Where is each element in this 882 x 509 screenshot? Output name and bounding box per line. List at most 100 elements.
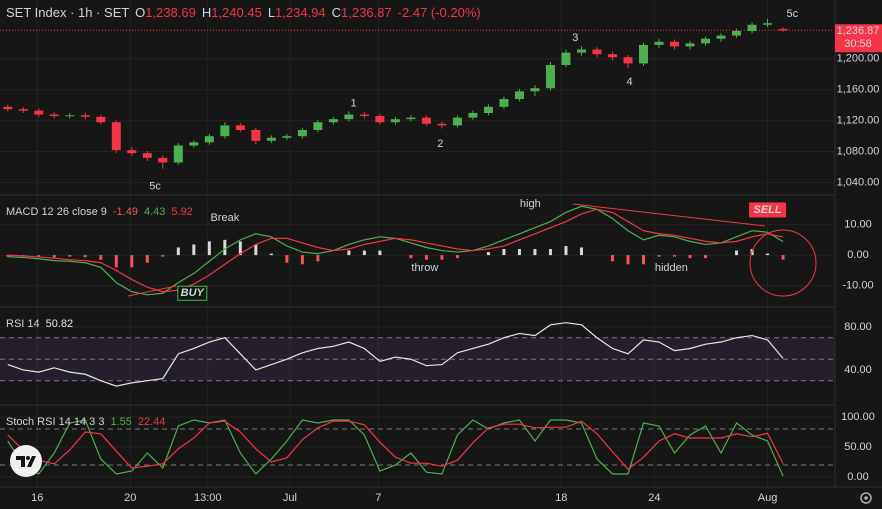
ohlc-value: 1,240.45 (211, 5, 262, 20)
candle-body (220, 125, 230, 137)
macd-histogram-bar (223, 239, 227, 256)
candle-body (359, 114, 369, 117)
indicator-value: -1.49 (113, 206, 138, 218)
candle-body (747, 24, 757, 31)
candle-body (204, 136, 214, 143)
x-tick-label: Aug (758, 492, 778, 504)
candle-body (80, 115, 90, 117)
candle-body (732, 30, 742, 36)
macd-histogram-bar (316, 255, 320, 262)
ohlc-key: H (202, 5, 211, 20)
pane-legend: SET Index · 1h · SET O1,238.69 H1,240.45 L1… (6, 5, 481, 20)
macd-histogram-bar (300, 255, 304, 265)
macd-histogram-bar (781, 255, 785, 260)
plots: 5c 1 2 3 4 5c Break high throw hidden BUY SELL (3, 8, 799, 477)
macd-histogram-bar (285, 255, 289, 263)
candle-body (127, 150, 137, 154)
signal-box (749, 202, 787, 218)
change: -2.47 (-0.20%) (398, 5, 481, 20)
candle-body (561, 52, 571, 65)
candle-body (18, 109, 28, 111)
macd-histogram-bar (269, 253, 273, 256)
candle-body (499, 99, 509, 107)
macd-histogram-bar (579, 247, 583, 256)
indicator-title: RSI 14 (6, 318, 40, 330)
candle-body (313, 122, 323, 130)
tv-logo[interactable] (10, 445, 42, 477)
last-price-tag (835, 24, 882, 53)
ohlc-key: L (268, 5, 275, 20)
macd-histogram-bar (409, 255, 413, 259)
x-tick-label: 13:00 (194, 492, 222, 504)
indicator-title: MACD 12 26 close 9 (6, 206, 107, 218)
macd-histogram-bar (37, 255, 41, 257)
x-tick-label: 20 (124, 492, 136, 504)
ohlc-key: O (135, 5, 145, 20)
signal-box (177, 285, 208, 301)
macd-histogram-bar (548, 249, 552, 256)
candle-body (716, 35, 726, 39)
wave-label: 5c (149, 180, 161, 192)
candle-body (390, 119, 400, 123)
candle-body (576, 49, 586, 53)
candle-body (65, 115, 75, 117)
candle-body (251, 130, 261, 141)
wave-label: 3 (572, 32, 578, 44)
indicator-line (7, 419, 784, 477)
legend: SET Index · 1h · SET O1,238.69 H1,240.45 L1… (6, 5, 481, 427)
candle-body (778, 28, 788, 31)
indicator-line (7, 322, 784, 387)
candle-body (592, 49, 602, 55)
macd-histogram-bar (440, 255, 444, 260)
macd-histogram-bar (378, 250, 382, 256)
macd-histogram-bar (114, 255, 118, 268)
macd-histogram-bar (688, 255, 692, 259)
macd-histogram-bar (673, 255, 677, 257)
candle-body (344, 114, 354, 120)
macd-histogram-bar (735, 250, 739, 256)
wave-label: 4 (626, 76, 632, 88)
macd-histogram-bar (704, 255, 708, 259)
macd-histogram-bar (517, 249, 521, 256)
candle-body (49, 114, 59, 117)
ohlc-key: C (332, 5, 341, 20)
y-tick-label: 40.00 (844, 364, 872, 376)
macd-histogram-bar (207, 241, 211, 256)
macd-histogram-bar (6, 255, 10, 257)
grid (0, 0, 835, 487)
last-price-label: 1,236.87 (837, 25, 880, 37)
macd-histogram-bar (610, 255, 614, 262)
y-tick-label: 10.00 (844, 219, 872, 231)
macd-histogram-bar (130, 255, 134, 268)
y-tick-label: 0.00 (847, 249, 868, 261)
candle-body (375, 116, 385, 123)
candle-body (406, 117, 416, 120)
macd-annotation: hidden (655, 262, 688, 274)
y-tick-label: 1,040.00 (837, 177, 880, 189)
wave-label: 1 (350, 98, 356, 110)
wave-label: 2 (437, 138, 443, 150)
x-tick-label: 7 (375, 492, 381, 504)
macd-histogram-bar (347, 250, 351, 256)
candle-body (96, 116, 106, 123)
candle-body (297, 130, 307, 137)
candle-body (670, 41, 680, 47)
macd-histogram-bar (642, 255, 646, 265)
pane-legend: RSI 14 50.82 (6, 318, 73, 330)
highlight-circle (749, 229, 817, 297)
macd-histogram-bar (83, 255, 87, 258)
candle-body (514, 91, 524, 100)
candle-body (685, 43, 695, 47)
candle-body (545, 65, 555, 89)
candle-body (607, 54, 617, 58)
y-tick-label: 80.00 (844, 321, 872, 333)
x-tick-label: Jul (283, 492, 297, 504)
macd-annotation: BUY (181, 287, 206, 299)
settings-icon[interactable] (860, 492, 872, 504)
macd-annotation: Break (210, 212, 239, 224)
candle-body (530, 88, 540, 92)
macd-histogram-bar (533, 249, 537, 256)
macd-histogram-bar (176, 247, 180, 256)
candle-body (142, 153, 152, 158)
